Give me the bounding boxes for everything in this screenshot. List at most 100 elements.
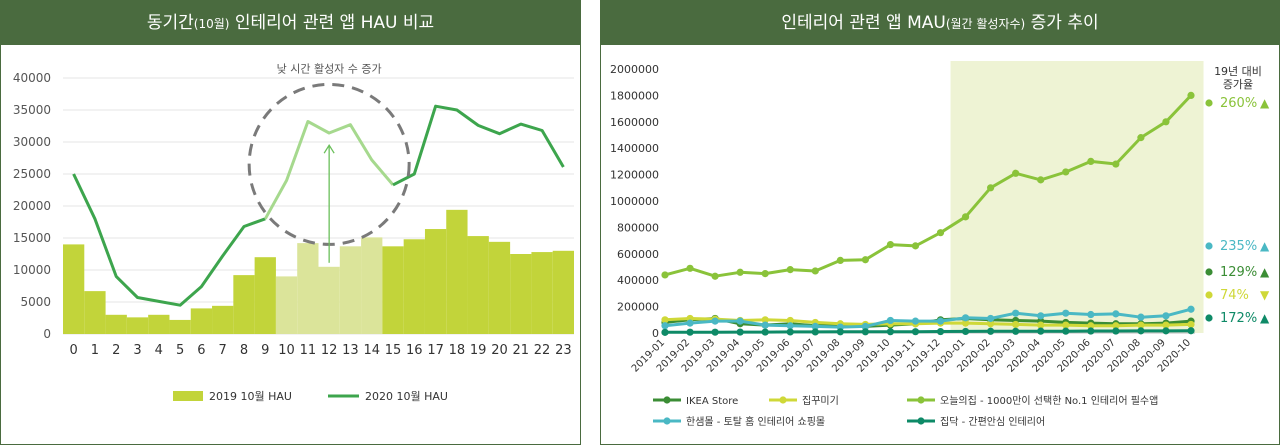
yoy-arrow-icon: ▼: [1260, 288, 1270, 302]
hau-2019-bar: [382, 246, 404, 334]
mau-point: [686, 328, 694, 336]
mau-y-tick: 1800000: [610, 89, 659, 102]
hau-x-tick: 21: [512, 343, 529, 358]
yoy-arrow-icon: ▲: [1260, 239, 1270, 253]
yoy-value: 172%: [1220, 311, 1257, 326]
hau-x-tick: 7: [219, 343, 227, 358]
hau-2019-bar: [126, 317, 149, 334]
mau-point: [911, 242, 920, 250]
hau-2019-bar: [275, 276, 298, 334]
hau-chart-title: 동기간(10월) 인테리어 관련 앱 HAU 비교: [1, 1, 580, 45]
yoy-value: 74%: [1220, 288, 1249, 303]
hau-x-tick: 3: [133, 343, 141, 358]
mau-point: [936, 229, 945, 237]
mau-point: [1187, 327, 1195, 335]
hau-x-tick: 4: [155, 343, 163, 358]
hau-2020-line: [392, 104, 565, 187]
hau-x-tick: 11: [300, 343, 317, 358]
mau-point: [661, 328, 669, 336]
mau-y-tick: 0: [652, 327, 659, 340]
mau-legend-label: 집꾸미기: [802, 395, 839, 407]
yoy-value: 235%: [1220, 239, 1257, 254]
hau-2019-bar: [361, 237, 383, 334]
mau-y-tick: 1200000: [610, 169, 659, 182]
mau-point: [1162, 321, 1170, 329]
mau-legend-label: 집닥 - 간편안심 인테리어: [940, 416, 1045, 428]
mau-point: [786, 266, 794, 274]
mau-point: [1012, 327, 1020, 335]
mau-y-tick: 1600000: [610, 116, 659, 129]
hau-2019-bar: [424, 229, 447, 334]
mau-legend-label: 한샘몰 - 토탈 홈 인테리어 쇼핑몰: [686, 415, 825, 428]
mau-point: [836, 328, 844, 336]
yoy-arrow-icon: ▲: [1260, 265, 1270, 279]
hau-2019-bar: [148, 314, 170, 334]
yoy-bullet: [1205, 314, 1213, 322]
hau-x-tick: 22: [534, 343, 551, 358]
yoy-bullet: [1205, 268, 1213, 276]
mau-point: [886, 328, 895, 336]
mau-series-line-1: [664, 317, 1192, 328]
hau-x-tick: 14: [363, 343, 380, 358]
mau-y-tick: 200000: [617, 301, 659, 314]
hau-2019-bar: [254, 257, 276, 334]
mau-point: [936, 317, 945, 325]
yoy-bullet: [1205, 291, 1213, 299]
mau-point: [1087, 322, 1095, 330]
mau-point: [711, 272, 719, 280]
mau-point: [1187, 91, 1195, 99]
hau-x-tick: 0: [70, 343, 78, 358]
mau-series-line-2: [664, 94, 1193, 278]
mau-point: [1112, 327, 1120, 335]
yoy-bullet: [1205, 99, 1213, 107]
mau-y-tick: 800000: [617, 221, 659, 234]
mau-y-tick: 2000000: [610, 63, 659, 76]
mau-y-tick: 600000: [617, 248, 659, 261]
hau-x-tick: 15: [385, 343, 402, 358]
hau-2019-bar: [488, 241, 511, 334]
hau-y-tick: 15000: [13, 231, 51, 245]
mau-point: [961, 314, 970, 322]
mau-chart-title: 인테리어 관련 앱 MAU(월간 활성자수) 증가 추이: [601, 1, 1279, 45]
mau-point: [761, 316, 769, 324]
annotation-label: 낮 시간 활성자 수 증가: [277, 61, 382, 75]
mau-point: [736, 328, 744, 336]
hau-x-tick: 2: [112, 343, 120, 358]
increase-arrow-head: [323, 143, 335, 154]
mau-point: [1137, 313, 1145, 321]
mau-point: [736, 268, 744, 276]
hau-y-tick: 20000: [13, 199, 51, 213]
mau-point: [786, 322, 794, 330]
mau-point: [961, 213, 970, 221]
mau-point: [1037, 176, 1045, 184]
hau-x-tick: 23: [555, 343, 572, 358]
mau-point: [1162, 118, 1170, 126]
mau-point: [1037, 312, 1045, 320]
mau-point: [761, 270, 769, 278]
hau-y-tick: 5000: [20, 295, 51, 309]
hau-x-tick: 20: [491, 343, 508, 358]
mau-point: [786, 316, 794, 325]
mau-point: [1137, 321, 1145, 329]
hau-2019-bar: [403, 239, 425, 334]
mau-point: [1012, 169, 1020, 177]
yoy-arrow-icon: ▲: [1260, 311, 1270, 325]
mau-point: [811, 267, 819, 275]
mau-chart: 0 200000 400000 600000 800000 1000000 1200000 1…: [610, 61, 1270, 428]
hau-2019-bar: [169, 319, 191, 334]
mau-point: [811, 322, 819, 330]
mau-point: [1037, 327, 1045, 335]
hau-2019-bar: [318, 266, 340, 334]
mau-series-line-4: [664, 329, 1192, 334]
hau-2019-bar: [105, 314, 127, 334]
mau-point: [661, 322, 669, 330]
hau-chart: 0 5000 10000 15000 20000 25000 30000 35000 40000…: [13, 61, 574, 403]
mau-point: [987, 314, 995, 323]
yoy-arrow-icon: ▲: [1260, 96, 1270, 110]
yoy-value: 260%: [1220, 96, 1257, 111]
mau-point: [736, 317, 744, 325]
mau-point: [1012, 320, 1020, 329]
hau-2019-bar: [339, 246, 362, 334]
mau-point: [686, 264, 694, 272]
mau-point: [1137, 134, 1145, 142]
